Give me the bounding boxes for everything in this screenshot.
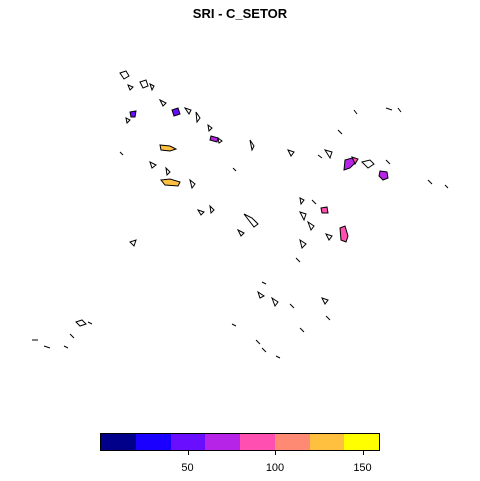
region-outline	[261, 281, 267, 285]
region-outline	[63, 345, 69, 349]
legend-bin	[170, 434, 206, 450]
legend-ticks: 50 100 150	[100, 451, 380, 481]
region-outline	[69, 333, 75, 339]
region-outline	[183, 107, 192, 115]
legend-bin	[205, 434, 240, 450]
region-outline	[75, 319, 87, 327]
region-filled	[378, 170, 389, 181]
legend-tick-label: 50	[181, 462, 194, 474]
region-outline	[209, 204, 215, 215]
map-title: SRI - C_SETOR	[192, 6, 288, 21]
region-outline	[325, 233, 333, 241]
region-outline	[299, 327, 305, 333]
region-outline	[289, 303, 295, 309]
legend-bin	[135, 434, 171, 450]
region-filled	[171, 107, 181, 117]
region-outline	[385, 107, 393, 111]
region-outline	[257, 290, 265, 299]
region-outline	[195, 111, 201, 124]
legend-tick	[275, 451, 276, 455]
region-outline	[323, 149, 333, 160]
region-outline	[299, 197, 305, 206]
region-outline	[385, 159, 391, 165]
legend-bin	[274, 434, 310, 450]
region-outline	[427, 179, 433, 185]
region-outline	[249, 139, 255, 152]
region-outline	[125, 117, 131, 125]
region-outline	[217, 136, 223, 144]
legend-bin	[101, 434, 136, 450]
region-outline	[287, 149, 295, 157]
region-outline	[149, 161, 157, 169]
region-outline	[337, 129, 343, 135]
region-outline	[444, 184, 449, 189]
region-outline	[255, 339, 261, 345]
region-outline	[231, 323, 237, 327]
region-outline	[139, 79, 149, 89]
region-outline	[243, 213, 259, 228]
region-outline	[311, 199, 317, 205]
region-filled	[343, 157, 357, 171]
choropleth-map	[32, 70, 449, 359]
region-outline	[295, 257, 301, 263]
region-outline	[119, 151, 124, 156]
region-outline	[299, 238, 307, 249]
region-outline	[261, 347, 267, 353]
legend-tick-label: 150	[353, 462, 372, 474]
region-filled	[339, 225, 349, 243]
region-outline	[43, 345, 51, 349]
color-legend	[100, 433, 380, 451]
region-outline	[189, 178, 196, 190]
legend-bin	[240, 434, 275, 450]
region-outline	[232, 167, 237, 172]
region-outline	[165, 166, 171, 177]
region-filled	[129, 110, 137, 118]
region-outline	[325, 315, 331, 321]
region-filled	[351, 156, 359, 166]
region-outline	[129, 239, 137, 247]
legend-bin	[344, 434, 379, 450]
legend-tick	[187, 451, 189, 455]
legend-tick	[362, 451, 364, 455]
region-filled	[160, 178, 181, 187]
region-outline	[317, 154, 323, 159]
region-outline	[397, 107, 402, 113]
region-filled	[209, 135, 219, 143]
region-outline	[196, 209, 205, 216]
region-outline	[361, 159, 375, 169]
region-outline	[353, 109, 358, 115]
region-outline	[299, 211, 307, 222]
region-outline	[275, 355, 281, 359]
region-outline	[321, 297, 329, 305]
region-outline	[207, 123, 213, 133]
legend-tick-label: 100	[265, 462, 285, 474]
legend-bin	[309, 434, 345, 450]
region-outline	[270, 296, 279, 308]
region-outline	[158, 98, 167, 107]
region-outline	[119, 70, 130, 80]
region-outline	[236, 228, 245, 237]
region-outline	[127, 84, 134, 91]
region-filled	[159, 144, 178, 152]
region-outline	[87, 321, 93, 325]
region-filled	[320, 206, 329, 214]
region-outline	[306, 220, 315, 232]
region-outline	[149, 83, 155, 92]
